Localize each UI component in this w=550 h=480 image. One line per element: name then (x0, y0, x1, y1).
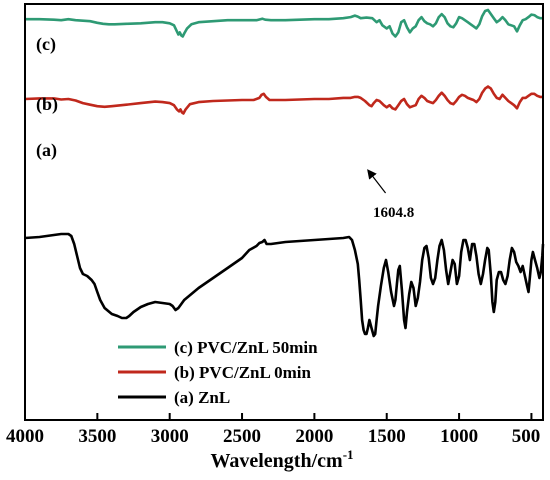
legend: (c) PVC/ZnL 50min (b) PVC/ZnL 0min (a) ZnL (118, 338, 318, 407)
x-tick-label-6: 1500 (368, 426, 406, 447)
series-tag-1: (c) (36, 34, 56, 55)
x-tick-label-7: 1000 (440, 426, 478, 447)
series-layer (24, 8, 545, 338)
x-axis-label-text: Wavelength/cm (210, 450, 343, 472)
annotation-label: 1604.8 (373, 205, 414, 221)
series-tags: (c) (b) (a) (36, 34, 58, 161)
x-tick-label-4: 2500 (223, 426, 261, 447)
x-axis-label: Wavelength/cm-1 (210, 447, 353, 472)
series-line-3 (24, 232, 545, 338)
annotation-arrow (367, 169, 387, 194)
x-axis-label-superscript: -1 (343, 447, 354, 462)
x-tick-label-8: 500 (512, 426, 541, 447)
x-tick-label-2: 3500 (78, 426, 116, 447)
legend-label-1: (c) PVC/ZnL 50min (174, 338, 318, 357)
legend-label-2: (b) PVC/ZnL 0min (174, 363, 312, 382)
plot-frame (24, 3, 544, 421)
series-tag-3: (a) (36, 140, 57, 161)
x-tick-label-5: 2000 (295, 426, 333, 447)
x-axis-ticks: 4000 3500 3000 2500 2000 1500 1000 500 (6, 413, 540, 447)
series-line-2 (24, 85, 543, 115)
series-line-1 (25, 8, 543, 38)
x-tick-label-1: 4000 (6, 426, 44, 447)
legend-label-3: (a) ZnL (174, 388, 230, 407)
series-tag-2: (b) (36, 94, 58, 115)
x-tick-label-3: 3000 (151, 426, 189, 447)
peak-annotation: 1604.8 (367, 169, 414, 221)
